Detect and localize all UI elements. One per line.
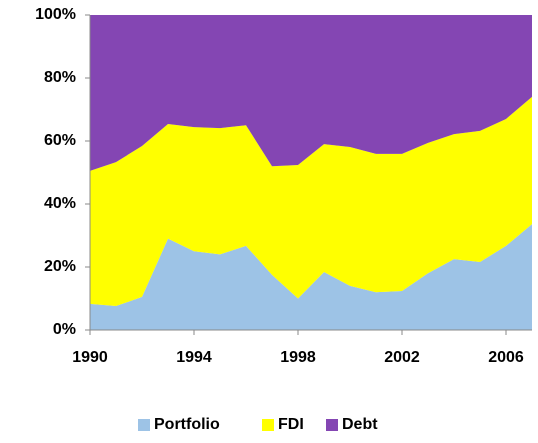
legend-label: FDI <box>278 416 304 433</box>
legend-label: Debt <box>342 416 378 433</box>
legend-swatch <box>262 419 274 431</box>
y-tick-label: 40% <box>44 195 76 212</box>
area <box>90 15 532 171</box>
area <box>90 224 532 330</box>
x-tick-label: 2006 <box>488 349 524 366</box>
area <box>90 96 532 307</box>
legend-label: Portfolio <box>154 416 220 433</box>
legend-swatch <box>138 419 150 431</box>
y-tick-label: 80% <box>44 69 76 86</box>
legend-swatch <box>326 419 338 431</box>
x-tick-label: 1990 <box>72 349 108 366</box>
x-tick-label: 2002 <box>384 349 420 366</box>
y-tick-label: 60% <box>44 132 76 149</box>
x-tick-label: 1998 <box>280 349 316 366</box>
y-tick-label: 100% <box>35 6 76 23</box>
x-tick-label: 1994 <box>176 349 212 366</box>
y-tick-label: 20% <box>44 258 76 275</box>
y-tick-label: 0% <box>53 321 76 338</box>
